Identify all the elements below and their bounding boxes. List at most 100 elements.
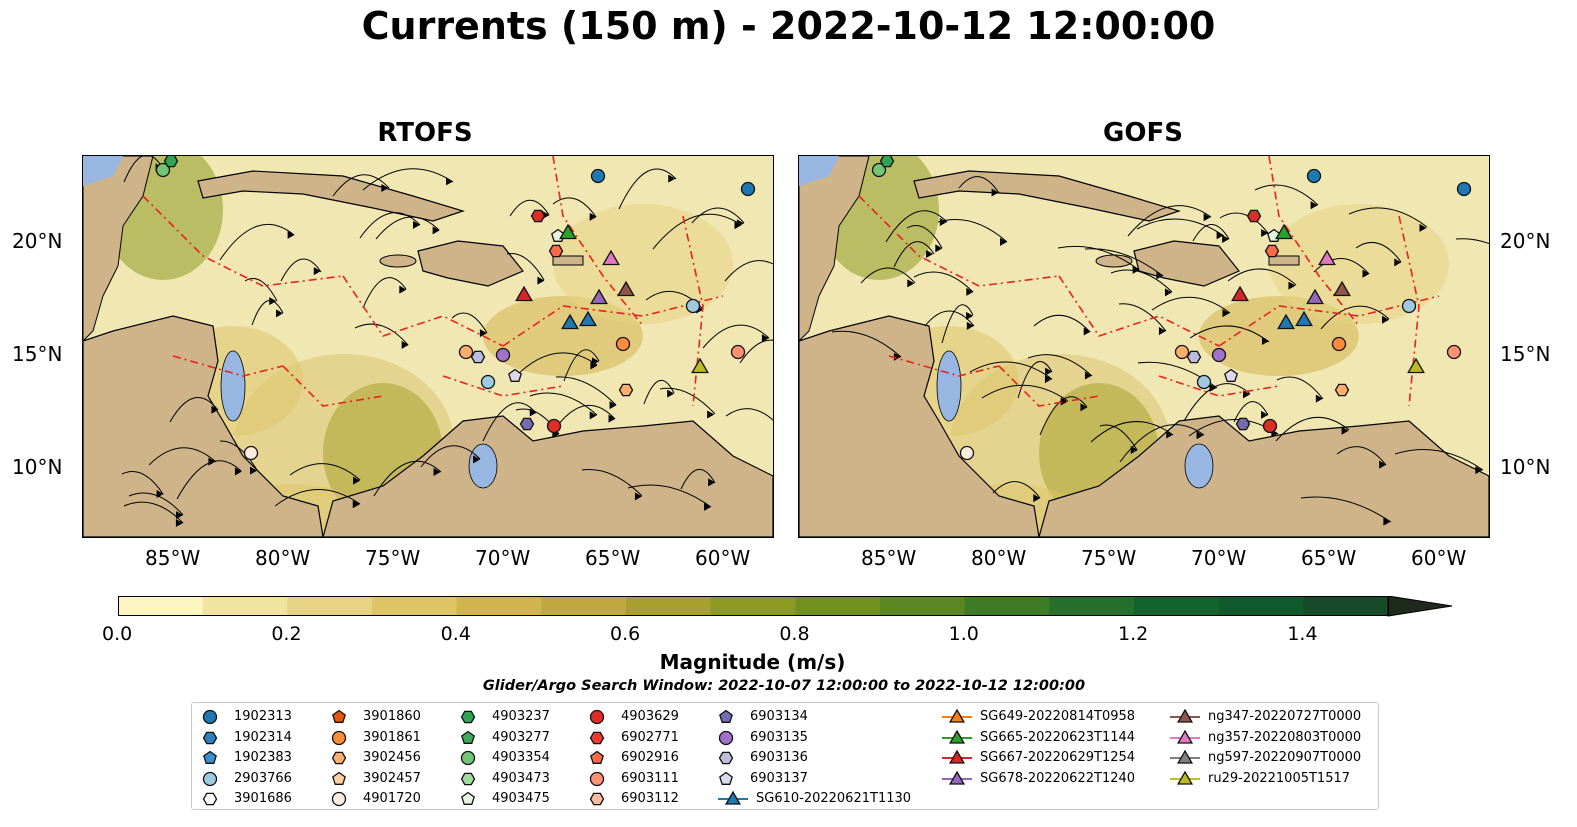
- legend-item: 4903473: [458, 769, 578, 789]
- legend-hexagon-icon: [331, 751, 347, 765]
- gofs-float-marker: [1334, 383, 1350, 397]
- legend-marker: [461, 730, 475, 744]
- gofs-streamline: [1227, 268, 1297, 286]
- gofs-float-marker: [1196, 374, 1212, 390]
- legend-marker: [203, 750, 217, 764]
- rtofs-streamline: [581, 469, 643, 497]
- legend-label: 4903473: [492, 770, 550, 786]
- colorbar-bin: [456, 596, 542, 616]
- legend-label: 3902456: [363, 750, 421, 765]
- colorbar-bin: [202, 596, 288, 616]
- legend-label: 6903135: [750, 729, 808, 745]
- gofs-flow-arrow: [1084, 371, 1092, 380]
- rtofs-streamline: [555, 376, 617, 406]
- lon-label-85w-right: 85°W: [861, 546, 917, 570]
- lon-label-80w-left: 80°W: [255, 546, 311, 570]
- legend-item: SG667-20220629T1254: [940, 748, 1160, 768]
- rtofs-streamline: [691, 207, 745, 224]
- legend-label: ng597-20220907T0000: [1208, 750, 1362, 765]
- rtofs-map-canvas: [83, 156, 773, 537]
- legend-circle-icon: [460, 750, 476, 766]
- legend-pentagon-icon: [332, 771, 346, 785]
- gofs-float-marker: [1224, 368, 1238, 382]
- legend-hexagon-icon: [460, 772, 476, 785]
- gofs-glider-marker: [1295, 310, 1313, 327]
- gofs-flow-arrow: [1209, 383, 1217, 392]
- gofs-puerto-rico-land: [1268, 255, 1300, 266]
- legend-pentagon-icon: [719, 771, 733, 785]
- rtofs-streamline: [506, 253, 545, 281]
- legend-marker: [590, 750, 604, 764]
- gofs-flow-arrow: [1222, 235, 1230, 244]
- rtofs-flow-arrow: [313, 267, 321, 276]
- gofs-float-marker: [1211, 347, 1227, 363]
- gofs-flow-arrow: [893, 352, 901, 361]
- gofs-eez-boundary: [1218, 295, 1440, 347]
- gofs-glider-marker: [1275, 223, 1293, 240]
- rtofs-gulf-water: [83, 156, 123, 186]
- legend-hexagon-icon: [202, 792, 218, 806]
- rtofs-float-marker: [470, 350, 486, 364]
- colorbar-extend-arrow: [1387, 596, 1453, 617]
- gofs-eez-boundary: [1268, 156, 1360, 327]
- rtofs-eez-boundary: [682, 215, 704, 407]
- legend-label: 6902916: [621, 750, 679, 765]
- legend-marker: [718, 730, 734, 745]
- gofs-float-marker: [959, 445, 975, 461]
- gofs-cuba-land: [913, 170, 1181, 222]
- rtofs-streamline: [251, 300, 284, 326]
- gofs-eez-boundary: [858, 195, 1060, 287]
- legend-item: ng357-20220803T0000: [1168, 728, 1388, 748]
- rtofs-flow-arrow: [537, 276, 545, 285]
- legend-marker: [202, 731, 218, 744]
- rtofs-flow-arrow: [234, 467, 242, 476]
- legend-marker: [942, 729, 972, 744]
- lon-label-60w-left: 60°W: [695, 546, 751, 570]
- legend-triangle-icon: [948, 708, 966, 723]
- gofs-streamline: [1110, 269, 1173, 293]
- rtofs-mexico-land: [83, 156, 154, 342]
- legend-item: 6903135: [716, 728, 836, 748]
- colorbar: [118, 596, 1453, 617]
- legend-pentagon-icon: [590, 750, 604, 764]
- legend-marker: [942, 770, 972, 785]
- rtofs-streamline: [618, 168, 677, 210]
- legend-label: 6903112: [621, 791, 679, 806]
- rtofs-float-marker: [618, 383, 634, 397]
- gofs-streamline: [941, 304, 974, 344]
- rtofs-flow-arrow: [589, 411, 597, 420]
- legend-marker: [202, 709, 218, 725]
- legend-marker: [202, 792, 218, 806]
- gofs-streamline: [1336, 446, 1387, 466]
- rtofs-map[interactable]: [82, 155, 774, 538]
- gofs-map[interactable]: [798, 155, 1490, 538]
- legend-item: 1902383: [200, 748, 320, 768]
- lon-label-70w-right: 70°W: [1191, 546, 1247, 570]
- lat-label-15n-right: 15°N: [1500, 342, 1551, 366]
- gofs-streamline: [1090, 421, 1174, 443]
- gofs-streamline: [893, 241, 935, 268]
- legend-label: 1902313: [234, 709, 292, 724]
- gofs-glider-marker: [1318, 249, 1336, 266]
- rtofs-streamline: [373, 460, 442, 497]
- gofs-streamline: [958, 176, 1000, 194]
- rtofs-glider-marker: [579, 310, 597, 327]
- rtofs-streamline: [652, 213, 742, 250]
- gofs-maracaibo-water: [1184, 443, 1214, 489]
- gofs-streamline: [1455, 238, 1489, 245]
- legend-item: 3901860: [329, 707, 449, 727]
- rtofs-flow-arrow: [412, 220, 420, 229]
- legend-marker: [1170, 729, 1200, 744]
- legend-item: 6903111: [587, 769, 707, 789]
- legend-marker: [460, 710, 476, 724]
- rtofs-streamline: [659, 387, 716, 415]
- gofs-streamline: [860, 267, 916, 284]
- rtofs-float-marker: [163, 156, 179, 168]
- gofs-streamline: [1320, 305, 1390, 330]
- gofs-float-marker: [1235, 417, 1251, 431]
- rtofs-streamline: [627, 484, 712, 508]
- gofs-float-marker: [1331, 336, 1347, 352]
- rtofs-flow-arrow: [353, 476, 361, 485]
- lon-label-80w-right: 80°W: [971, 546, 1027, 570]
- gofs-float-marker: [1401, 298, 1417, 314]
